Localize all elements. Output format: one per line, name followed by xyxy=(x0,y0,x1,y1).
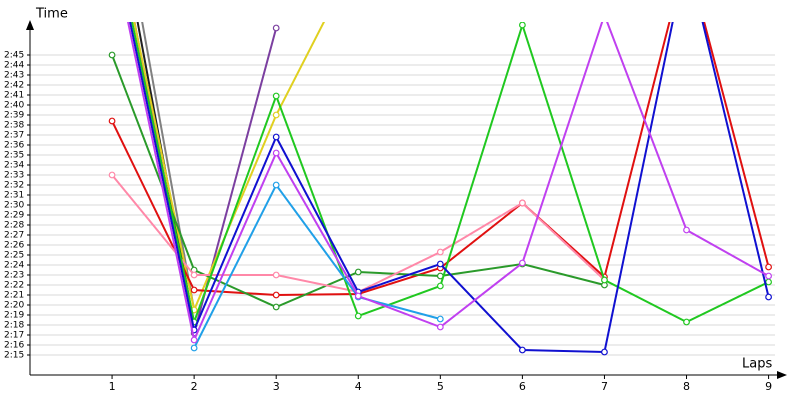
point xyxy=(765,263,772,271)
series-line xyxy=(193,183,441,349)
point xyxy=(108,51,116,59)
point xyxy=(601,276,608,284)
point xyxy=(354,312,362,320)
y-tick-label: 2:26 xyxy=(4,241,24,251)
y-tick-label: 2:42 xyxy=(4,81,24,91)
y-tick-label: 2:36 xyxy=(4,141,24,151)
point xyxy=(765,293,772,301)
series-line xyxy=(129,22,770,354)
y-tick-label: 2:22 xyxy=(4,281,24,291)
y-tick-label: 2:37 xyxy=(4,131,24,141)
y-tick-label: 2:15 xyxy=(4,351,24,361)
x-axis-arrow xyxy=(777,371,787,379)
plot-area xyxy=(108,12,772,356)
y-tick-label: 2:27 xyxy=(4,231,24,241)
point xyxy=(272,92,280,100)
y-tick-label: 2:23 xyxy=(4,271,24,281)
point xyxy=(518,259,526,267)
y-tick-label: 2:18 xyxy=(4,321,24,331)
y-tick-label: 2:17 xyxy=(4,331,24,341)
point xyxy=(518,199,526,207)
x-tick-label: 5 xyxy=(437,380,444,393)
point xyxy=(602,12,608,18)
point xyxy=(436,282,444,290)
x-tick-label: 6 xyxy=(519,380,526,393)
point xyxy=(436,315,444,323)
point xyxy=(272,24,280,32)
y-tick-label: 2:44 xyxy=(4,61,24,71)
y-tick-label: 2:40 xyxy=(4,101,24,111)
point xyxy=(108,171,116,179)
y-tick-label: 2:20 xyxy=(4,301,24,311)
point xyxy=(518,22,526,29)
y-axis-label: Time xyxy=(35,7,68,22)
y-tick-label: 2:19 xyxy=(4,311,24,321)
x-tick-label: 9 xyxy=(765,380,772,393)
y-tick-label: 2:16 xyxy=(4,341,24,351)
point xyxy=(272,181,280,189)
y-tick-label: 2:24 xyxy=(4,261,24,271)
point xyxy=(190,271,198,279)
point xyxy=(272,149,280,157)
y-tick-label: 2:30 xyxy=(4,201,24,211)
y-tick-label: 2:35 xyxy=(4,151,24,161)
point xyxy=(436,260,444,268)
point xyxy=(272,303,280,311)
x-tick-label: 1 xyxy=(109,380,116,393)
y-tick-label: 2:21 xyxy=(4,291,24,301)
point xyxy=(190,286,198,294)
y-tick-label: 2:34 xyxy=(4,161,24,171)
point xyxy=(354,268,362,276)
point xyxy=(518,346,526,354)
y-tick-label: 2:41 xyxy=(4,91,24,101)
point xyxy=(354,292,362,300)
y-tick-label: 2:31 xyxy=(4,191,24,201)
x-tick-label: 3 xyxy=(273,380,280,393)
point xyxy=(190,336,198,344)
point xyxy=(436,248,444,256)
x-axis-label: Laps xyxy=(742,357,772,372)
y-axis-arrow xyxy=(26,20,34,30)
point xyxy=(436,323,444,331)
series-line xyxy=(133,22,326,314)
x-tick-label: 7 xyxy=(601,380,608,393)
point xyxy=(272,291,280,299)
x-tick-label: 2 xyxy=(191,380,198,393)
y-tick-label: 2:29 xyxy=(4,211,24,221)
point xyxy=(272,111,280,119)
x-tick-label: 8 xyxy=(683,380,690,393)
point xyxy=(683,226,690,234)
point xyxy=(765,272,772,280)
point xyxy=(683,318,690,326)
point xyxy=(108,117,116,125)
y-tick-label: 2:25 xyxy=(4,251,24,261)
point xyxy=(765,278,772,286)
y-tick-label: 2:38 xyxy=(4,121,24,131)
y-tick-label: 2:32 xyxy=(4,181,24,191)
grid xyxy=(27,54,775,379)
y-tick-label: 2:33 xyxy=(4,171,24,181)
y-tick-label: 2:39 xyxy=(4,111,24,121)
point xyxy=(272,271,280,279)
y-tick-label: 2:43 xyxy=(4,71,24,81)
point xyxy=(190,344,198,352)
y-tick-label: 2:28 xyxy=(4,221,24,231)
y-tick-label: 2:45 xyxy=(4,51,24,61)
x-tick-label: 4 xyxy=(355,380,362,393)
point xyxy=(272,133,280,141)
point xyxy=(601,348,608,356)
